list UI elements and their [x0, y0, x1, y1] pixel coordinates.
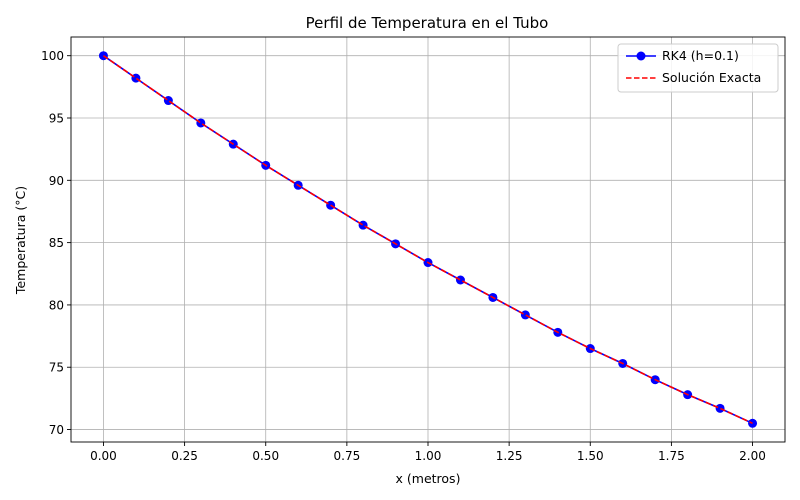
x-tick-label: 1.25 [496, 449, 523, 463]
x-tick-label: 0.50 [252, 449, 279, 463]
data-point-rk4 [520, 310, 530, 320]
legend-marker-rk4 [636, 51, 646, 61]
x-axis-ticks: 0.00 0.25 0.50 0.75 1.00 1.25 1.50 1.75 2.00 [90, 442, 766, 463]
x-tick-label: 0.00 [90, 449, 117, 463]
x-tick-label: 0.25 [171, 449, 198, 463]
data-point-rk4 [358, 220, 368, 230]
grid [71, 37, 785, 442]
y-tick-label: 80 [49, 298, 64, 312]
x-tick-label: 1.75 [658, 449, 685, 463]
data-point-rk4 [131, 73, 141, 83]
legend-box [617, 43, 779, 93]
legend-label-exact: Solución Exacta [662, 70, 761, 85]
chart-title: Perfil de Temperatura en el Tubo [306, 14, 549, 32]
series-layer [98, 51, 758, 428]
x-tick-label: 2.00 [739, 449, 766, 463]
data-point-rk4 [163, 96, 173, 106]
y-tick-label: 75 [49, 361, 64, 375]
x-axis-label: x (metros) [396, 471, 461, 486]
y-tick-label: 95 [49, 112, 64, 126]
y-tick-label: 85 [49, 236, 64, 250]
data-point-rk4 [196, 118, 206, 128]
series-line-exact [102, 55, 753, 425]
data-point-rk4 [455, 275, 465, 285]
y-tick-label: 100 [41, 49, 64, 63]
x-tick-label: 1.00 [415, 449, 442, 463]
data-point-rk4 [715, 403, 725, 413]
y-tick-label: 90 [49, 174, 64, 188]
legend: RK4 (h=0.1) Solución Exacta [617, 43, 779, 93]
y-tick-label: 70 [49, 423, 64, 437]
x-tick-label: 1.50 [577, 449, 604, 463]
legend-label-rk4: RK4 (h=0.1) [662, 48, 739, 63]
y-axis-ticks: 70 75 80 85 90 95 100 [41, 49, 71, 437]
y-axis-label: Temperatura (°C) [13, 186, 28, 295]
x-tick-label: 0.75 [334, 449, 361, 463]
